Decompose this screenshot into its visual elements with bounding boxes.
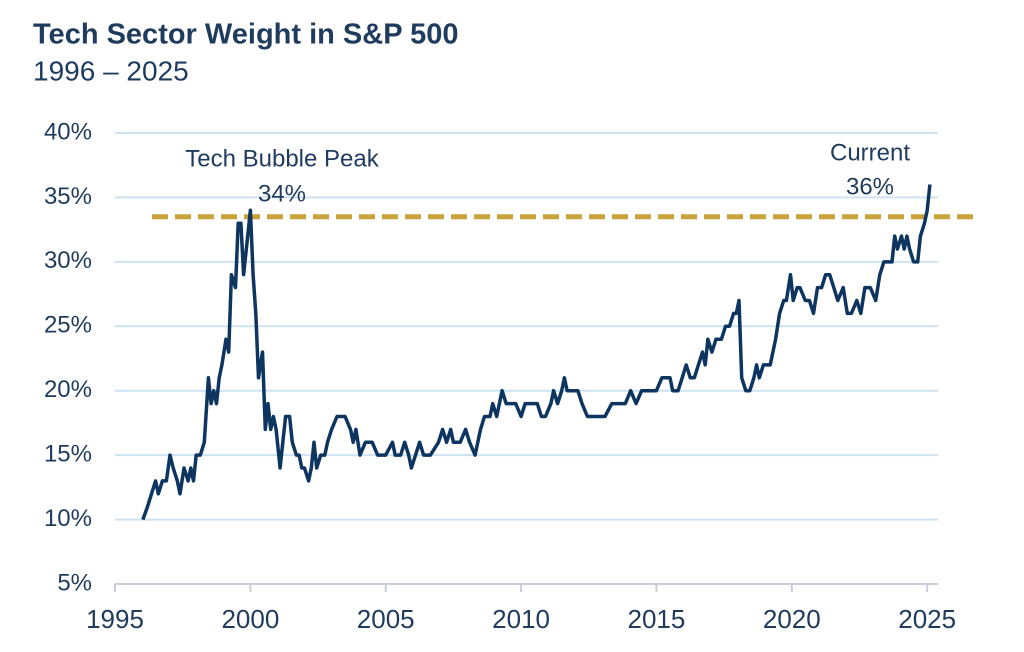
x-tick-label: 2015 xyxy=(628,604,686,634)
y-tick-label: 5% xyxy=(57,569,92,596)
y-tick-label: 25% xyxy=(44,312,92,339)
chart-title: Tech Sector Weight in S&P 500 xyxy=(33,19,458,51)
x-tick-label: 2025 xyxy=(898,604,956,634)
annotation-value: 36% xyxy=(846,173,894,200)
annotation-label: Tech Bubble Peak xyxy=(185,145,379,172)
x-tick-label: 2005 xyxy=(357,604,415,634)
y-tick-label: 30% xyxy=(44,247,92,274)
annotation-value: 34% xyxy=(258,180,306,207)
x-tick-label: 1995 xyxy=(86,604,144,634)
data-line xyxy=(141,184,932,521)
x-tick-label: 2010 xyxy=(492,604,550,634)
annotation-label: Current xyxy=(830,139,910,166)
y-tick-label: 35% xyxy=(44,183,92,210)
y-tick-label: 10% xyxy=(44,505,92,532)
y-tick-label: 40% xyxy=(44,118,92,145)
chart-subtitle: 1996 – 2025 xyxy=(33,55,189,86)
y-tick-label: 15% xyxy=(44,440,92,467)
x-tick-label: 2020 xyxy=(763,604,821,634)
y-tick-label: 20% xyxy=(44,376,92,403)
x-tick-label: 2000 xyxy=(221,604,279,634)
